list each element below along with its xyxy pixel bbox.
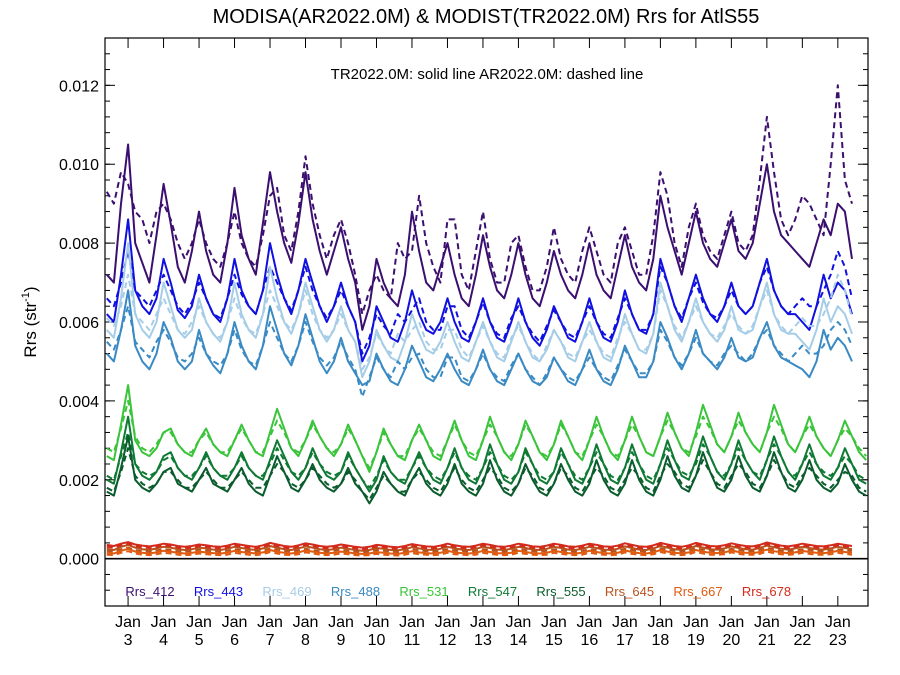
- series-line-rrs-547-dashed: [106, 431, 867, 489]
- x-tick-month: Jan: [541, 614, 567, 631]
- legend-entry-rrs-469: Rrs_469: [262, 584, 311, 599]
- series-line-rrs-469-dashed: [106, 273, 853, 371]
- series-line-rrs-667-solid: [106, 547, 853, 555]
- x-tick-month: Jan: [186, 614, 212, 631]
- y-axis-label-superscript: -1: [20, 292, 32, 302]
- x-tick-day: 21: [758, 632, 776, 649]
- series-line-rrs-531-dashed: [106, 399, 867, 469]
- x-tick-day: 3: [124, 632, 133, 649]
- series-layer: [105, 84, 867, 557]
- x-tick-day: 10: [368, 632, 386, 649]
- x-tick-month: Jan: [328, 614, 354, 631]
- legend-entry-rrs-488: Rrs_488: [331, 584, 380, 599]
- x-tick-day: 9: [337, 632, 346, 649]
- series-line-rrs-667-dashed: [106, 550, 853, 557]
- series-line-rrs-443-dashed: [106, 250, 853, 355]
- y-tick-label: 0.008: [59, 236, 99, 253]
- legend-entry-rrs-667: Rrs_667: [673, 584, 722, 599]
- legend-entry-rrs-412: Rrs_412: [125, 584, 174, 599]
- x-tick-day: 22: [793, 632, 811, 649]
- series-line-rrs-645-solid: [106, 543, 853, 552]
- x-tick-day: 7: [266, 632, 275, 649]
- y-axis-label: Rrs (str-1): [20, 286, 40, 357]
- x-tick-day: 4: [159, 632, 168, 649]
- y-axis-label-text: Rrs (str: [21, 302, 40, 358]
- x-tick-month: Jan: [399, 614, 425, 631]
- x-tick-month: Jan: [825, 614, 851, 631]
- legend-entry-rrs-555: Rrs_555: [536, 584, 585, 599]
- x-tick-month: Jan: [364, 614, 390, 631]
- x-tick-day: 11: [404, 632, 421, 649]
- x-tick-month: Jan: [683, 614, 709, 631]
- x-tick-day: 6: [230, 632, 239, 649]
- legend-entry-rrs-531: Rrs_531: [399, 584, 448, 599]
- legend-entry-rrs-443: Rrs_443: [194, 584, 243, 599]
- x-tick-month: Jan: [293, 614, 319, 631]
- x-tick-month: Jan: [789, 614, 815, 631]
- x-tick-month: Jan: [470, 614, 496, 631]
- series-line-rrs-412-solid: [106, 143, 853, 331]
- series-line-rrs-678-dashed: [106, 542, 853, 551]
- series-line-rrs-678-solid: [106, 541, 853, 549]
- x-tick-day: 17: [616, 632, 634, 649]
- x-tick-month: Jan: [612, 614, 638, 631]
- x-axis: Jan3Jan4Jan5Jan6Jan7Jan8Jan9Jan10Jan11Ja…: [115, 38, 851, 649]
- x-tick-day: 14: [510, 632, 528, 649]
- series-line-rrs-412-dashed: [105, 84, 853, 316]
- y-tick-label: 0.004: [59, 394, 99, 411]
- x-tick-day: 23: [829, 632, 847, 649]
- series-line-rrs-531-solid: [106, 384, 867, 473]
- x-tick-month: Jan: [257, 614, 283, 631]
- x-tick-day: 16: [581, 632, 599, 649]
- x-tick-day: 5: [195, 632, 204, 649]
- series-line-rrs-488-dashed: [106, 305, 853, 398]
- y-axis-label-suffix: ): [21, 286, 40, 292]
- x-tick-day: 18: [651, 632, 669, 649]
- x-tick-day: 8: [301, 632, 310, 649]
- x-tick-day: 15: [545, 632, 563, 649]
- y-tick-label: 0.000: [59, 552, 99, 569]
- x-tick-month: Jan: [435, 614, 461, 631]
- series-line-rrs-443-solid: [106, 218, 853, 363]
- legend: Rrs_412 Rrs_443 Rrs_469 Rrs_488 Rrs_531 Rrs_5…: [125, 584, 791, 599]
- x-tick-month: Jan: [506, 614, 532, 631]
- x-tick-month: Jan: [151, 614, 177, 631]
- chart-title: MODISA(AR2022.0M) & MODIST(TR2022.0M) Rr…: [213, 6, 760, 28]
- x-tick-month: Jan: [577, 614, 603, 631]
- x-tick-day: 20: [722, 632, 740, 649]
- x-tick-day: 12: [439, 632, 457, 649]
- x-tick-month: Jan: [718, 614, 744, 631]
- y-axis: 0.000 0.002 0.004 0.006 0.008 0.010 0.012: [59, 37, 868, 607]
- y-tick-label: 0.006: [59, 315, 99, 332]
- line-style-annotation: TR2022.0M: solid line AR2022.0M: dashed …: [331, 66, 644, 83]
- x-tick-month: Jan: [115, 614, 141, 631]
- y-tick-label: 0.012: [59, 78, 99, 95]
- x-tick-month: Jan: [222, 614, 248, 631]
- legend-entry-rrs-547: Rrs_547: [468, 584, 517, 599]
- x-tick-month: Jan: [754, 614, 780, 631]
- x-tick-day: 19: [687, 632, 705, 649]
- y-tick-label: 0.002: [59, 473, 99, 490]
- x-tick-day: 13: [474, 632, 492, 649]
- legend-entry-rrs-645: Rrs_645: [605, 584, 654, 599]
- y-tick-label: 0.010: [59, 157, 99, 174]
- x-tick-month: Jan: [647, 614, 673, 631]
- legend-entry-rrs-678: Rrs_678: [742, 584, 791, 599]
